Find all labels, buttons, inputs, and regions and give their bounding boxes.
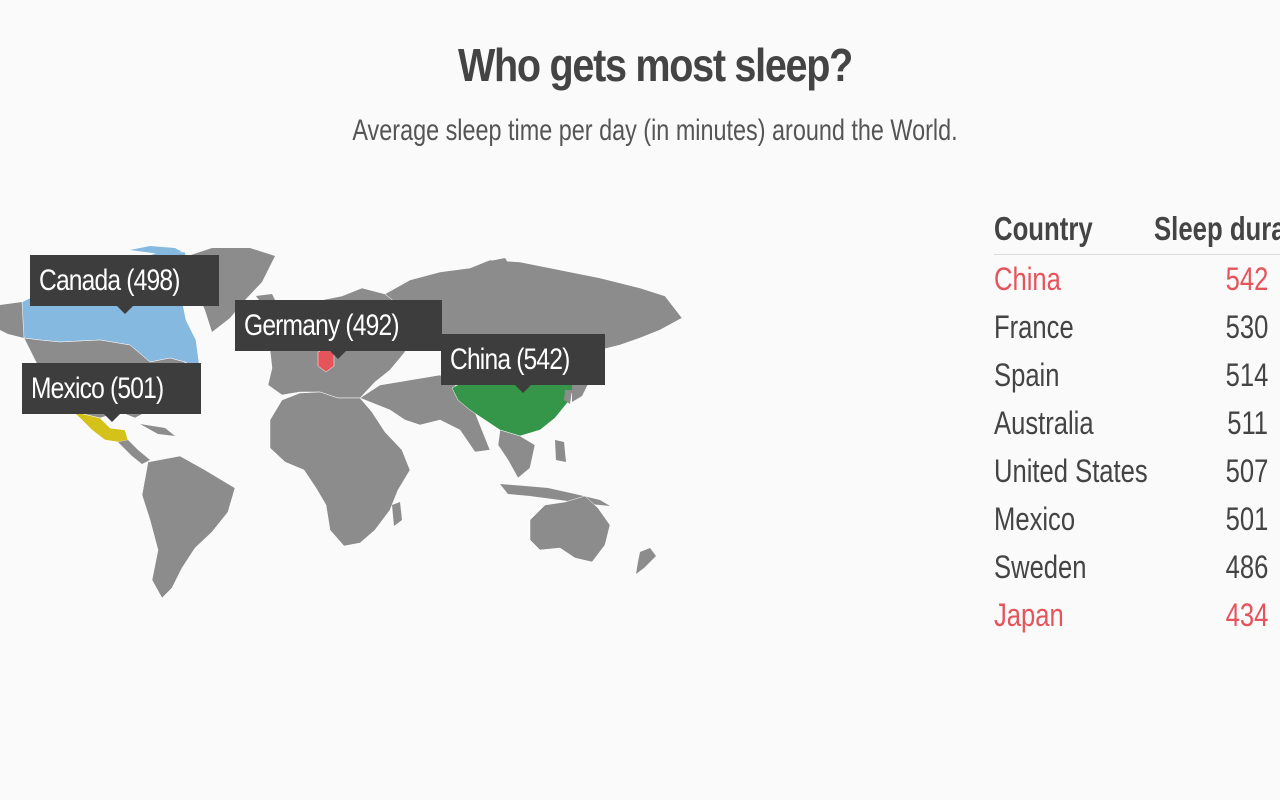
cell-country: United States: [994, 453, 1148, 489]
table-row[interactable]: Australia 511: [994, 399, 1280, 447]
tooltip-mexico: Mexico (501): [22, 363, 202, 422]
cell-sleep-duration: 507: [1225, 453, 1268, 489]
korea-region: [564, 390, 572, 404]
cell-country: Sweden: [994, 549, 1087, 585]
cell-country: Japan: [994, 597, 1064, 633]
cell-country: Mexico: [994, 501, 1076, 537]
table-row[interactable]: Mexico 501: [994, 495, 1280, 543]
cell-sleep-duration: 511: [1227, 405, 1268, 441]
cell-country: China: [994, 261, 1061, 297]
arctic-islands-east: [485, 258, 510, 268]
table-row[interactable]: China 542: [994, 255, 1280, 303]
cell-sleep-duration: 514: [1225, 357, 1268, 393]
table-row[interactable]: France 530: [994, 303, 1280, 351]
indonesia-region[interactable]: [500, 484, 610, 506]
central-america-region[interactable]: [118, 440, 150, 464]
sleep-table: Country Sleep duration China 542 France …: [994, 210, 1280, 639]
cell-sleep-duration: 486: [1225, 549, 1268, 585]
new-zealand-region: [636, 548, 656, 574]
cell-sleep-duration: 434: [1225, 597, 1268, 633]
cell-country: Australia: [994, 405, 1094, 441]
tooltip-china-label: China (542): [450, 343, 570, 376]
table-row[interactable]: Sweden 486: [994, 543, 1280, 591]
cell-sleep-duration: 530: [1225, 309, 1268, 345]
tooltip-mexico-label: Mexico (501): [31, 372, 164, 405]
cell-sleep-duration: 542: [1225, 261, 1268, 297]
table-row[interactable]: Spain 514: [994, 351, 1280, 399]
tooltip-china: China (542): [441, 334, 605, 393]
canada-arctic-islands: [130, 246, 182, 254]
column-header-sleep-duration[interactable]: Sleep duration: [1154, 210, 1280, 247]
cell-country: France: [994, 309, 1074, 345]
column-header-country[interactable]: Country: [994, 210, 1093, 247]
cell-sleep-duration: 501: [1225, 501, 1268, 537]
madagascar-region: [392, 502, 402, 526]
southeast-asia-region[interactable]: [497, 429, 536, 479]
cell-country: Spain: [994, 357, 1060, 393]
table-header: Country Sleep duration: [994, 210, 1280, 255]
australia-region[interactable]: [529, 495, 611, 563]
caribbean-region: [140, 424, 175, 436]
africa-region[interactable]: [269, 391, 411, 547]
table-row[interactable]: Japan 434: [994, 591, 1280, 639]
tooltip-canada: Canada (498): [30, 255, 220, 314]
philippines-region: [555, 440, 566, 462]
south-america-region[interactable]: [141, 455, 236, 599]
alaska-region[interactable]: [0, 302, 24, 338]
tooltip-germany-label: Germany (492): [244, 309, 400, 342]
tooltip-canada-label: Canada (498): [39, 264, 180, 297]
page-subtitle: Average sleep time per day (in minutes) …: [352, 114, 958, 147]
table-row[interactable]: United States 507: [994, 447, 1280, 495]
page-title: Who gets most sleep?: [457, 39, 853, 91]
tooltip-germany: Germany (492): [235, 300, 442, 359]
